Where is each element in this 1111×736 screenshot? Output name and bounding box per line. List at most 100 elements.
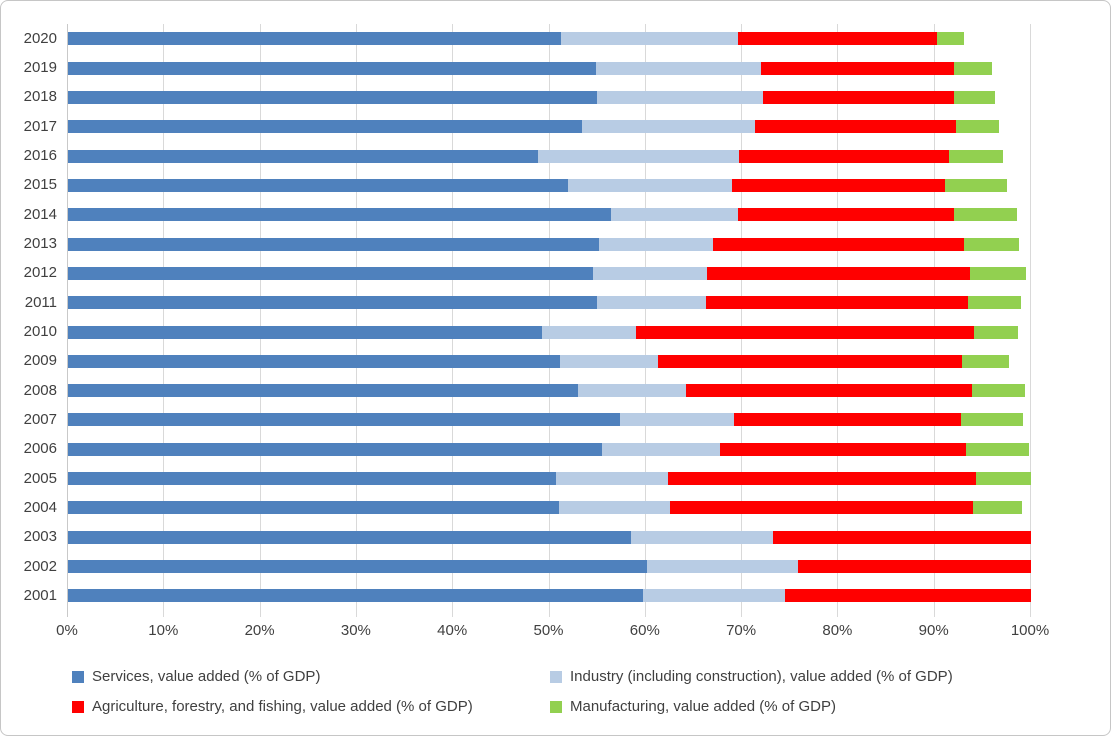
x-gridline (355, 24, 357, 617)
bar-segment-agriculture[interactable] (797, 560, 1031, 574)
bar-segment-agriculture[interactable] (754, 120, 956, 134)
legend-marker-icon (72, 701, 84, 713)
y-axis-line (67, 24, 68, 617)
bar-segment-agriculture[interactable] (734, 413, 961, 427)
bar-segment-manufacturing[interactable] (965, 442, 1030, 456)
legend-entry[interactable]: Industry (including construction), value… (550, 668, 953, 686)
legend-entry[interactable]: Manufacturing, value added (% of GDP) (550, 698, 836, 716)
bar-segment-agriculture[interactable] (636, 325, 975, 339)
bar-segment-services[interactable] (68, 589, 643, 603)
bar-segment-industry[interactable] (541, 325, 637, 339)
bar-segment-agriculture[interactable] (669, 501, 974, 515)
bar-segment-industry[interactable] (561, 32, 739, 46)
bar-segment-services[interactable] (68, 296, 597, 310)
bar-segment-manufacturing[interactable] (945, 178, 1007, 192)
bar-segment-industry[interactable] (631, 530, 773, 544)
bar-segment-manufacturing[interactable] (953, 90, 996, 104)
bar-segment-agriculture[interactable] (772, 530, 1031, 544)
bar-segment-manufacturing[interactable] (968, 296, 1022, 310)
bar-segment-services[interactable] (68, 530, 632, 544)
x-gridline (259, 24, 261, 617)
bar-segment-services[interactable] (68, 501, 560, 515)
bar-segment-services[interactable] (68, 208, 612, 222)
legend-entry[interactable]: Agriculture, forestry, and fishing, valu… (72, 698, 473, 716)
y-category-label: 2006 (23, 440, 57, 458)
bar-segment-agriculture[interactable] (738, 208, 954, 222)
bar-segment-services[interactable] (68, 266, 593, 280)
bar-segment-services[interactable] (68, 237, 599, 251)
bar-segment-industry[interactable] (567, 178, 733, 192)
bar-segment-agriculture[interactable] (761, 61, 954, 75)
bar-segment-industry[interactable] (559, 501, 670, 515)
bar-segment-manufacturing[interactable] (961, 354, 1009, 368)
x-tick-label: 100% (1010, 622, 1050, 639)
bar-segment-manufacturing[interactable] (960, 413, 1024, 427)
bar-segment-agriculture[interactable] (739, 149, 950, 163)
bar-segment-agriculture[interactable] (713, 237, 964, 251)
bar-segment-services[interactable] (68, 354, 561, 368)
legend-entry[interactable]: Services, value added (% of GDP) (72, 668, 320, 686)
bar-segment-manufacturing[interactable] (949, 149, 1004, 163)
bar-segment-services[interactable] (68, 472, 557, 486)
legend-label: Services, value added (% of GDP) (92, 668, 321, 685)
bar-segment-industry[interactable] (598, 237, 714, 251)
bar-segment-services[interactable] (68, 120, 583, 134)
bar-segment-agriculture[interactable] (738, 32, 937, 46)
bar-segment-agriculture[interactable] (763, 90, 954, 104)
bar-segment-services[interactable] (68, 560, 647, 574)
bar-segment-agriculture[interactable] (667, 472, 977, 486)
bar-segment-services[interactable] (68, 90, 597, 104)
bar-segment-industry[interactable] (556, 472, 668, 486)
legend-label: Industry (including construction), value… (570, 668, 953, 685)
bar-segment-industry[interactable] (592, 266, 708, 280)
y-category-label: 2020 (23, 29, 57, 47)
y-category-label: 2016 (23, 147, 57, 165)
x-gridline (452, 24, 454, 617)
bar-segment-manufacturing[interactable] (955, 120, 1000, 134)
bar-segment-services[interactable] (68, 413, 620, 427)
bar-segment-agriculture[interactable] (686, 384, 973, 398)
bar-segment-services[interactable] (68, 149, 538, 163)
bar-segment-industry[interactable] (595, 61, 762, 75)
bar-segment-industry[interactable] (646, 560, 798, 574)
bar-segment-manufacturing[interactable] (974, 325, 1018, 339)
bar-segment-services[interactable] (68, 61, 596, 75)
bar-segment-agriculture[interactable] (785, 589, 1031, 603)
bar-segment-manufacturing[interactable] (963, 237, 1020, 251)
bar-segment-agriculture[interactable] (732, 178, 946, 192)
x-tick-label: 70% (726, 622, 757, 639)
y-category-label: 2010 (23, 323, 57, 340)
bar-segment-services[interactable] (68, 178, 568, 192)
bar-segment-industry[interactable] (578, 384, 687, 398)
bar-segment-agriculture[interactable] (719, 442, 966, 456)
bar-segment-manufacturing[interactable] (936, 32, 964, 46)
bar-segment-industry[interactable] (596, 296, 707, 310)
bar-segment-agriculture[interactable] (706, 296, 969, 310)
bar-segment-manufacturing[interactable] (972, 384, 1026, 398)
bar-segment-manufacturing[interactable] (970, 266, 1027, 280)
bar-segment-manufacturing[interactable] (976, 472, 1031, 486)
y-category-label: 2014 (23, 205, 57, 223)
y-category-label: 2009 (23, 352, 57, 370)
bar-segment-industry[interactable] (582, 120, 755, 134)
bar-segment-industry[interactable] (596, 90, 764, 104)
bar-segment-industry[interactable] (611, 208, 739, 222)
x-tick-label: 20% (244, 622, 275, 639)
bar-segment-services[interactable] (68, 384, 579, 398)
bar-segment-agriculture[interactable] (658, 354, 962, 368)
bar-segment-manufacturing[interactable] (953, 208, 1017, 222)
bar-segment-services[interactable] (68, 442, 603, 456)
bar-segment-manufacturing[interactable] (973, 501, 1023, 515)
x-gridline (548, 24, 550, 617)
bar-segment-industry[interactable] (642, 589, 786, 603)
bar-segment-industry[interactable] (619, 413, 735, 427)
bar-segment-services[interactable] (68, 32, 562, 46)
bar-segment-industry[interactable] (560, 354, 659, 368)
bar-segment-industry[interactable] (537, 149, 740, 163)
bar-segment-industry[interactable] (602, 442, 720, 456)
bar-segment-services[interactable] (68, 325, 542, 339)
bar-segment-manufacturing[interactable] (953, 61, 992, 75)
y-category-label: 2018 (23, 88, 57, 106)
bar-segment-agriculture[interactable] (707, 266, 971, 280)
